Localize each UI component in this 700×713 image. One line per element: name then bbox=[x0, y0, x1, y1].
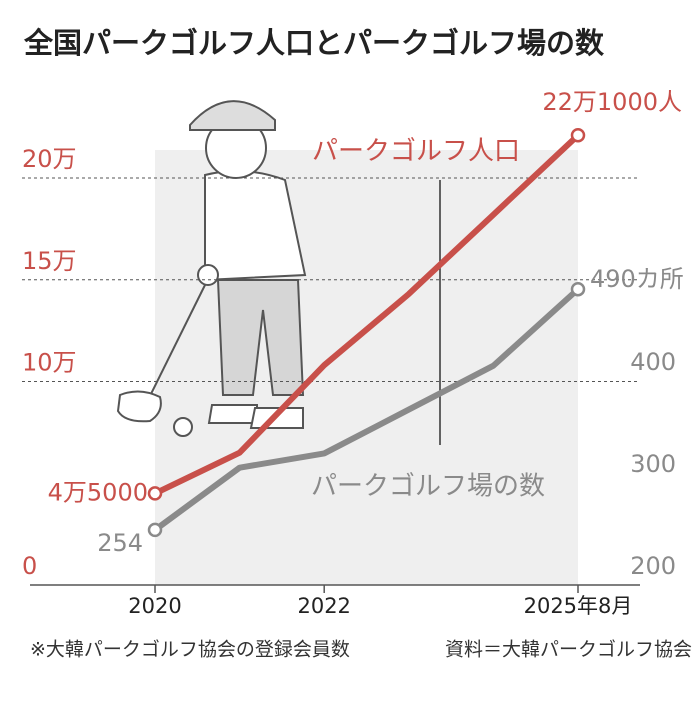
value-label: 490カ所 bbox=[590, 265, 684, 293]
y2-tick-label: 400 bbox=[630, 348, 676, 376]
y2-tick-label: 200 bbox=[630, 552, 676, 580]
series-label: パークゴルフ場の数 bbox=[311, 472, 545, 502]
series-label: パークゴルフ人口 bbox=[312, 137, 520, 167]
value-label: 254 bbox=[97, 529, 143, 557]
end-point bbox=[570, 281, 586, 297]
y-tick-label: 10万 bbox=[22, 349, 77, 377]
end-point bbox=[570, 128, 586, 143]
note: ※大韓パークゴルフ協会の登録会員数 bbox=[30, 639, 350, 661]
value-label: 4万5000 bbox=[48, 478, 148, 506]
x-tick-label: 2022 bbox=[297, 594, 350, 618]
series-line bbox=[153, 286, 581, 533]
golfer-illustration bbox=[116, 100, 307, 437]
source: 資料＝大韓パークゴルフ協会 bbox=[445, 639, 692, 661]
x-tick-label: 2020 bbox=[128, 594, 181, 618]
value-label: 22万1000人 bbox=[542, 88, 682, 116]
chart-title: 全国パークゴルフ人口とパークゴルフ場の数 bbox=[23, 26, 605, 60]
y-tick-label: 15万 bbox=[22, 247, 77, 275]
series-line bbox=[153, 133, 581, 497]
end-point bbox=[147, 486, 163, 501]
x-tick-label: 2025年8月 bbox=[524, 594, 633, 618]
y-tick-label: 20万 bbox=[22, 145, 77, 173]
y-tick-label: 0 bbox=[22, 552, 37, 580]
end-point bbox=[147, 522, 163, 538]
y2-tick-label: 300 bbox=[630, 450, 676, 478]
